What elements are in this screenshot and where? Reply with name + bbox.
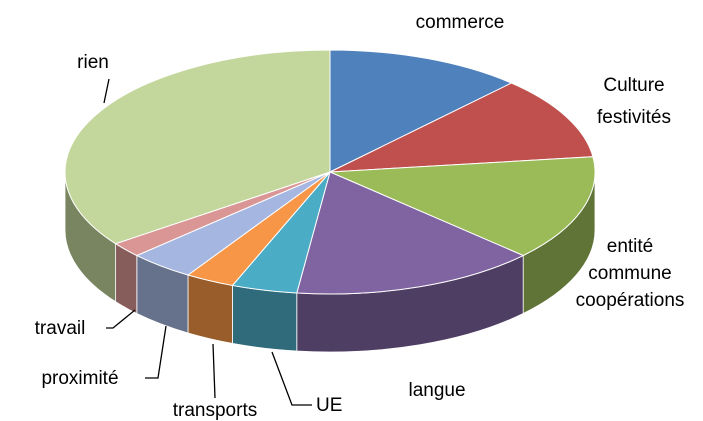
leader-line	[145, 325, 167, 379]
slice-label: Culture festivités	[597, 75, 671, 128]
slice	[64, 49, 331, 245]
slice	[329, 156, 596, 257]
slice-label: langue	[408, 380, 465, 401]
slice-label: transports	[173, 400, 257, 421]
slice	[296, 171, 525, 295]
slice-label: entité commune coopérations	[576, 236, 685, 311]
slice-label: UE	[316, 395, 342, 416]
leader-line	[271, 351, 312, 406]
label-line: Culture	[603, 75, 664, 96]
leader-line	[106, 309, 136, 329]
label-line: entité	[607, 236, 653, 257]
leader-line	[103, 78, 110, 104]
label-line: coopérations	[576, 290, 685, 311]
slice-label: travail	[35, 318, 86, 339]
slice-side	[187, 274, 233, 344]
slice-label: rien	[77, 52, 109, 73]
slice-label: commerce	[416, 12, 505, 33]
slice	[329, 82, 594, 173]
slice-label: proximité	[41, 368, 118, 389]
slice-side	[232, 284, 298, 352]
label-line: commune	[588, 263, 671, 284]
label-line: festivités	[597, 107, 671, 128]
leader-line	[212, 343, 216, 399]
slice	[329, 49, 513, 173]
